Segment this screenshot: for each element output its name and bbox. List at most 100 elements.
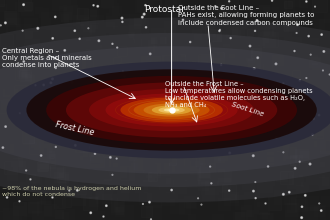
Point: [52, 15, 58, 19]
Point: [17, 211, 22, 214]
Point: [248, 44, 253, 48]
Point: [265, 49, 270, 53]
Point: [176, 146, 181, 149]
Point: [138, 208, 143, 212]
Point: [327, 171, 330, 175]
Point: [91, 128, 96, 132]
Point: [265, 35, 270, 38]
Ellipse shape: [66, 82, 277, 138]
Point: [115, 59, 120, 63]
Point: [143, 196, 148, 199]
Point: [185, 24, 191, 28]
Point: [81, 10, 86, 13]
Point: [72, 105, 77, 109]
Point: [246, 121, 251, 124]
Point: [140, 202, 146, 206]
Point: [297, 160, 302, 163]
Point: [237, 117, 242, 121]
Point: [81, 154, 86, 158]
Point: [243, 145, 248, 148]
Point: [132, 211, 137, 215]
Point: [143, 4, 148, 7]
Point: [158, 64, 163, 68]
Point: [61, 98, 66, 102]
Point: [268, 38, 273, 42]
Point: [307, 109, 312, 113]
Point: [80, 116, 85, 119]
Point: [277, 218, 282, 220]
Point: [148, 11, 153, 14]
Point: [261, 9, 267, 12]
Point: [152, 68, 157, 72]
Point: [150, 175, 155, 179]
Point: [119, 160, 124, 163]
Point: [151, 215, 157, 219]
Ellipse shape: [0, 33, 330, 187]
Point: [251, 67, 257, 70]
Point: [145, 43, 150, 47]
Point: [260, 38, 266, 42]
Point: [289, 199, 295, 202]
Point: [190, 174, 196, 177]
Point: [278, 111, 283, 114]
Point: [144, 12, 149, 16]
Point: [79, 143, 84, 147]
Point: [233, 72, 238, 75]
Point: [289, 166, 294, 170]
Point: [275, 107, 280, 111]
Point: [134, 40, 140, 43]
Point: [39, 67, 45, 70]
Point: [215, 154, 220, 158]
Point: [316, 113, 322, 117]
Ellipse shape: [0, 46, 330, 174]
Point: [11, 117, 16, 121]
Point: [313, 5, 318, 8]
Point: [28, 207, 34, 210]
Point: [56, 2, 61, 5]
Point: [76, 51, 82, 54]
Point: [284, 26, 290, 29]
Point: [230, 216, 235, 220]
Point: [232, 97, 238, 101]
Point: [126, 90, 132, 94]
Point: [139, 104, 144, 108]
Point: [118, 66, 124, 70]
Point: [54, 110, 59, 114]
Point: [263, 134, 268, 137]
Point: [27, 33, 32, 37]
Point: [110, 173, 115, 177]
Point: [83, 192, 89, 195]
Point: [31, 137, 36, 140]
Point: [128, 147, 134, 151]
Point: [299, 189, 304, 193]
Point: [95, 4, 100, 8]
Point: [149, 43, 155, 46]
Point: [273, 14, 278, 18]
Point: [205, 192, 210, 196]
Point: [254, 19, 260, 22]
Point: [119, 16, 125, 20]
Point: [314, 159, 319, 162]
Point: [239, 200, 245, 204]
Point: [253, 90, 258, 93]
Point: [33, 145, 39, 149]
Point: [324, 199, 329, 203]
Point: [240, 101, 245, 104]
Point: [143, 166, 148, 169]
Point: [103, 160, 108, 163]
Point: [115, 156, 120, 160]
Point: [138, 175, 144, 179]
Point: [276, 109, 281, 112]
Point: [37, 157, 43, 161]
Point: [208, 102, 213, 106]
Point: [173, 48, 178, 51]
Point: [257, 140, 262, 143]
Point: [110, 146, 116, 150]
Point: [139, 184, 144, 188]
Point: [136, 79, 141, 82]
Point: [320, 69, 326, 72]
Point: [255, 82, 260, 85]
Point: [317, 3, 322, 6]
Point: [204, 138, 210, 141]
Point: [181, 18, 186, 22]
